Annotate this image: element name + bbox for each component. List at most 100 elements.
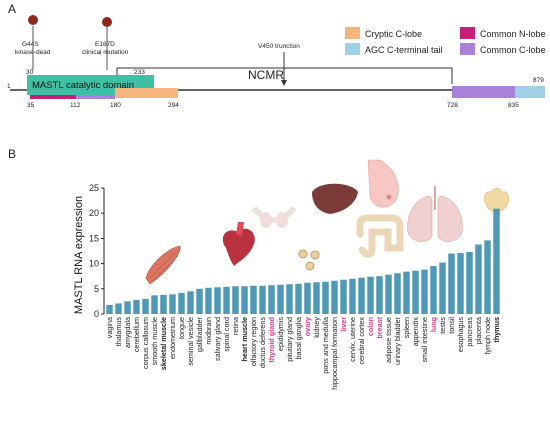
x-tick-label: pons and medulla — [321, 317, 330, 374]
x-tick-label: epididymis — [276, 317, 285, 351]
y-axis: 0 5 10 15 20 25 — [89, 183, 105, 319]
bar — [151, 295, 158, 314]
x-tick-label: testis — [438, 317, 447, 334]
legend-label-n-lobe: Common N-lobe — [480, 29, 546, 39]
y-tick-label: 5 — [94, 284, 99, 294]
bar — [430, 266, 437, 314]
bar — [214, 287, 221, 314]
truncation-label: V450 trunction — [258, 43, 300, 50]
breast-icon — [367, 159, 399, 208]
x-tick-label: midbrain — [204, 317, 213, 345]
domain-legend: Cryptic C-lobe AGC C-terminal tail Commo… — [345, 27, 546, 55]
legend-swatch-cryptic — [345, 27, 360, 39]
bar — [259, 285, 266, 314]
truncation-arrow-head — [281, 80, 287, 86]
bar — [457, 253, 464, 314]
lung-icon — [407, 186, 463, 242]
g44s-marker — [28, 15, 38, 25]
bar — [115, 303, 122, 314]
ncmr-label: NCMR — [248, 68, 284, 82]
bar — [223, 286, 230, 314]
bar — [439, 262, 446, 314]
bar — [124, 301, 131, 314]
pos-112: 112 — [70, 102, 81, 109]
bar — [277, 284, 284, 314]
n-lobe-box — [30, 95, 76, 99]
legend-label-cryptic: Cryptic C-lobe — [365, 29, 422, 39]
bar — [466, 252, 473, 314]
legend-label-agc: AGC C-terminal tail — [365, 45, 443, 55]
x-tick-label: smooth muscle — [150, 317, 159, 365]
x-tick-label: skeletal muscle — [159, 317, 168, 370]
bar — [133, 299, 140, 314]
bar — [349, 278, 356, 314]
bar — [196, 288, 203, 314]
x-tick-label: pituitary gland — [285, 317, 294, 362]
legend-swatch-agc — [345, 43, 360, 55]
ovary-icon — [298, 249, 320, 271]
x-tick-label: retina — [231, 317, 240, 335]
bar — [412, 270, 419, 314]
bar — [340, 279, 347, 314]
thyroid-icon — [251, 206, 297, 228]
c-lobe-box-2 — [452, 86, 515, 98]
x-tick-label: kidney — [312, 317, 321, 338]
y-tick-label: 25 — [89, 183, 99, 193]
x-tick-label: ductus deferens — [258, 317, 267, 369]
pos-294: 294 — [168, 102, 179, 109]
muscle-icon — [145, 245, 181, 285]
x-tick-label: spinal cord — [222, 317, 231, 352]
x-tick-label: lymph node — [483, 317, 492, 354]
bar — [160, 294, 167, 314]
x-tick-label: cerebellum — [132, 317, 141, 352]
x-tick-label: tongue — [177, 317, 186, 339]
panel-a-label: A — [8, 2, 16, 16]
heart-icon — [222, 222, 255, 266]
x-tick-label: cerebral cortex — [357, 317, 366, 365]
bar — [475, 244, 482, 314]
y-tick-label: 0 — [94, 309, 99, 319]
bar — [178, 292, 185, 314]
bar — [448, 253, 455, 314]
bar — [205, 287, 212, 314]
bar — [142, 298, 149, 314]
bar — [322, 281, 329, 314]
x-tick-label: colon — [366, 317, 375, 336]
y-tick-label: 15 — [89, 233, 99, 243]
bar — [367, 276, 374, 314]
cryptic-c-lobe-box — [115, 88, 178, 98]
pos-30: 30 — [26, 69, 34, 76]
bar — [169, 294, 176, 314]
y-tick-label: 10 — [89, 259, 99, 269]
bar — [241, 286, 248, 314]
x-tick-label: pancreas — [465, 317, 474, 347]
x-tick-label: spleen — [402, 317, 411, 338]
liver-icon — [312, 183, 358, 214]
bar — [313, 282, 320, 314]
panel-b-label: B — [8, 147, 16, 161]
e167d-label: E167D — [95, 41, 115, 48]
bar — [358, 277, 365, 314]
y-axis-label: MASTL RNA expression — [73, 196, 85, 314]
x-tick-label: adipose tissue — [384, 317, 393, 363]
x-tick-label: seminal vesicle — [186, 317, 195, 366]
x-tick-label: breast — [375, 316, 384, 338]
bar — [106, 304, 113, 314]
pos-835: 835 — [508, 102, 519, 109]
c-lobe-box-1 — [76, 95, 115, 99]
x-tick-label: salivary gland — [213, 317, 222, 361]
pos-728: 728 — [447, 102, 458, 109]
x-tick-label: thalamus — [114, 317, 123, 347]
x-tick-label: small intestine — [420, 317, 429, 363]
x-tick-label: heart muscle — [240, 317, 249, 361]
x-tick-label: urinary bladder — [393, 316, 402, 365]
x-tick-label: tonsil — [447, 317, 456, 334]
legend-swatch-n-lobe — [460, 27, 475, 39]
y-tick-label: 20 — [89, 208, 99, 218]
x-tick-label: ovary — [303, 317, 312, 336]
x-tick-label: placenta — [474, 317, 483, 344]
bar — [295, 283, 302, 314]
bar — [250, 285, 257, 314]
